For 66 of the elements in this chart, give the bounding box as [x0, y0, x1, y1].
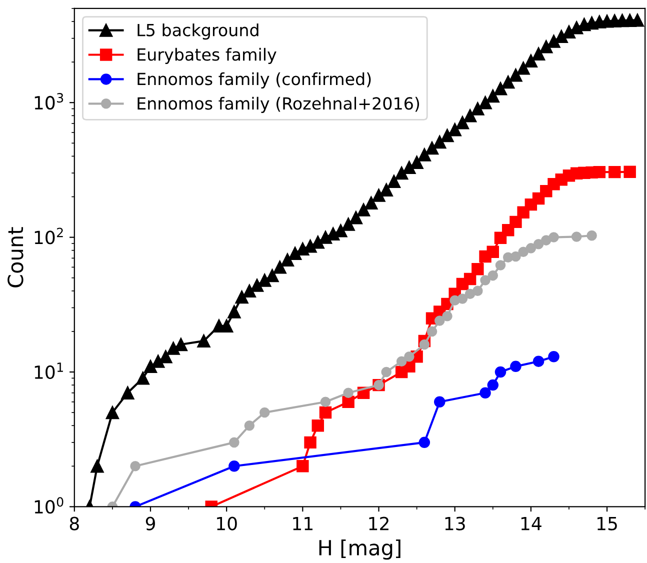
point [130, 461, 140, 472]
point [418, 436, 430, 448]
point [571, 232, 582, 242]
point [586, 230, 597, 241]
point [457, 294, 468, 304]
x-tick-label: 9 [146, 516, 155, 530]
point [472, 263, 484, 276]
legend-label: Ennomos family (Rozehnal+2016) [138, 96, 420, 113]
x-tick-label: 15 [598, 516, 617, 530]
x-axis-title: H [mag] [319, 539, 400, 560]
x-tick-label: 12 [369, 516, 388, 530]
y-axis-title: Count [8, 227, 24, 288]
point [404, 352, 414, 362]
point [320, 396, 331, 408]
point [480, 275, 490, 286]
point [495, 260, 506, 270]
point [533, 238, 544, 250]
point [229, 437, 240, 448]
point [296, 460, 309, 472]
point [526, 243, 536, 254]
point [304, 436, 316, 449]
point [510, 216, 522, 228]
x-tick-label: 8 [70, 516, 79, 530]
point [244, 420, 255, 431]
point [624, 166, 636, 178]
point [381, 366, 392, 378]
legend-label: Eurybates family [138, 48, 276, 64]
point [510, 360, 522, 372]
legend-label: Ennomos family (confirmed) [138, 72, 371, 88]
point [434, 396, 446, 408]
point [593, 166, 606, 178]
point [488, 270, 498, 281]
y-tick-label: 10$^{2}$ [34, 228, 63, 244]
point [312, 419, 324, 432]
point [434, 316, 445, 326]
point [494, 366, 506, 378]
point [486, 246, 499, 258]
point [464, 288, 476, 300]
point [464, 272, 476, 286]
point [510, 251, 521, 262]
point [480, 387, 491, 398]
x-tick-label: 11 [293, 516, 312, 530]
point [419, 339, 430, 350]
point [228, 460, 240, 472]
point [442, 310, 452, 322]
point [319, 406, 332, 419]
x-tick-label: 10 [217, 516, 237, 530]
point [608, 166, 621, 178]
point [532, 356, 544, 367]
y-tick-label: 10$^{0}$ [34, 497, 64, 514]
y-tick-label: 10$^{3}$ [34, 93, 64, 110]
point [426, 326, 438, 337]
point [259, 407, 270, 418]
point [487, 379, 499, 391]
point [472, 286, 483, 296]
x-tick-label: 13 [445, 516, 465, 530]
point [541, 235, 552, 246]
point [548, 232, 559, 242]
legend-label: L5 background [138, 23, 258, 40]
x-tick-label: 14 [521, 516, 542, 530]
point [343, 388, 354, 398]
point [518, 246, 528, 257]
point [548, 351, 560, 362]
point [342, 396, 354, 408]
point [396, 356, 407, 366]
y-tick-label: 10$^{1}$ [34, 362, 63, 379]
